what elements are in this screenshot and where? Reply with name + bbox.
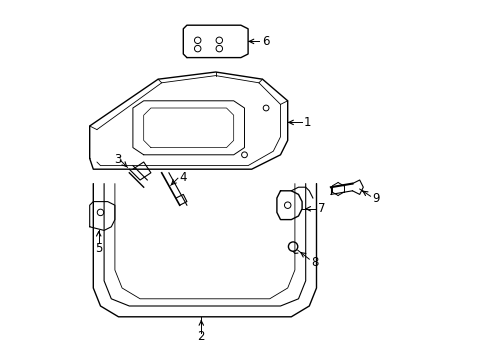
- Text: 4: 4: [179, 171, 187, 184]
- Text: 8: 8: [310, 256, 318, 269]
- Text: 9: 9: [371, 192, 379, 205]
- Text: 5: 5: [95, 242, 102, 255]
- Text: 7: 7: [318, 202, 325, 215]
- Text: 2: 2: [197, 330, 204, 343]
- Text: 6: 6: [261, 35, 269, 48]
- Text: 1: 1: [303, 116, 311, 129]
- Text: 3: 3: [114, 153, 121, 166]
